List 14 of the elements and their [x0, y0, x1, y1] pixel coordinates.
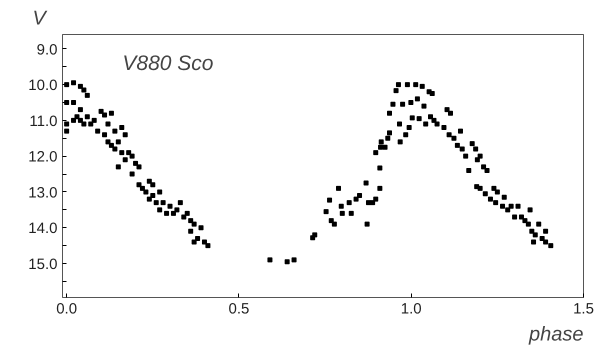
x-tick-label: 0.5: [228, 300, 250, 318]
y-tick-label: 10.0: [28, 77, 58, 94]
y-tick-label: 13.0: [28, 184, 58, 202]
y-tick-label: 11.0: [29, 112, 58, 130]
y-tick-label: 12.0: [28, 148, 58, 166]
x-tick-label: 1.0: [400, 300, 422, 318]
y-tick-label: 9.0: [36, 41, 58, 58]
x-axis-title: phase: [528, 324, 584, 346]
x-tick-label: 0.0: [56, 300, 78, 318]
annotation: V880 Sco: [122, 52, 214, 75]
y-tick-label: 15.0: [28, 256, 58, 274]
x-tick-label: 1.5: [573, 300, 594, 318]
y-axis-title: V: [32, 8, 48, 30]
y-tick-label: 14.0: [28, 220, 58, 238]
